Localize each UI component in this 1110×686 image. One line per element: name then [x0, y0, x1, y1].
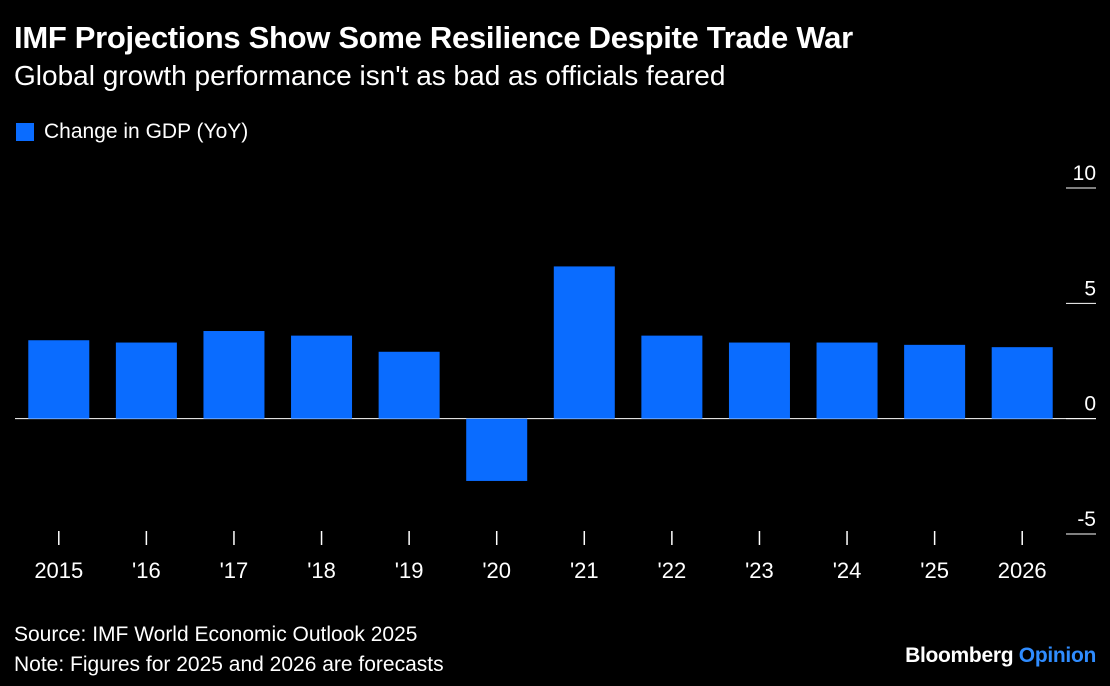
- legend-label: Change in GDP (YoY): [44, 120, 249, 143]
- x-tick-label: '22: [658, 558, 687, 583]
- bar-chart: 10 5 0 -5 2015 '16 '17 '18 '19 '20 '21 '22 '23 '24 '25…: [15, 162, 1096, 583]
- bar: [991, 347, 1053, 419]
- brand-name: Bloomberg: [905, 644, 1014, 667]
- legend-swatch: [16, 123, 34, 141]
- x-tick-label: '17: [220, 558, 249, 583]
- y-tick-label: 5: [1084, 277, 1096, 300]
- bar: [291, 335, 353, 419]
- bar: [115, 342, 177, 419]
- x-tick-label: 2026: [998, 558, 1047, 583]
- legend: Change in GDP (YoY): [16, 120, 248, 144]
- forecast-note: Note: Figures for 2025 and 2026 are fore…: [14, 653, 444, 676]
- x-tick-label: '24: [833, 558, 862, 583]
- bar: [28, 340, 90, 419]
- x-tick-label: '20: [482, 558, 511, 583]
- x-tick-label: '16: [132, 558, 161, 583]
- bar: [904, 344, 966, 419]
- x-tick-label: '25: [920, 558, 949, 583]
- x-tick-label: '19: [395, 558, 424, 583]
- x-tick-label: '21: [570, 558, 599, 583]
- bar: [378, 351, 440, 419]
- bar: [728, 342, 790, 419]
- footer: Source: IMF World Economic Outlook 2025 …: [14, 620, 444, 680]
- y-tick-label: 0: [1084, 393, 1096, 416]
- source-note: Source: IMF World Economic Outlook 2025: [14, 623, 418, 646]
- bar: [466, 418, 528, 481]
- bar: [203, 331, 265, 419]
- x-tick-label: 2015: [34, 558, 83, 583]
- brand-logo: Bloomberg Opinion: [905, 644, 1096, 668]
- x-tick-label: '23: [745, 558, 774, 583]
- bar: [553, 266, 615, 419]
- chart-title: IMF Projections Show Some Resilience Des…: [14, 20, 853, 55]
- bar: [816, 342, 878, 419]
- brand-suffix: Opinion: [1018, 644, 1097, 667]
- chart-subtitle: Global growth performance isn't as bad a…: [14, 60, 726, 91]
- x-tick-label: '18: [307, 558, 336, 583]
- y-tick-label: -5: [1077, 508, 1096, 531]
- bar: [641, 335, 703, 419]
- y-tick-label: 10: [1073, 162, 1096, 185]
